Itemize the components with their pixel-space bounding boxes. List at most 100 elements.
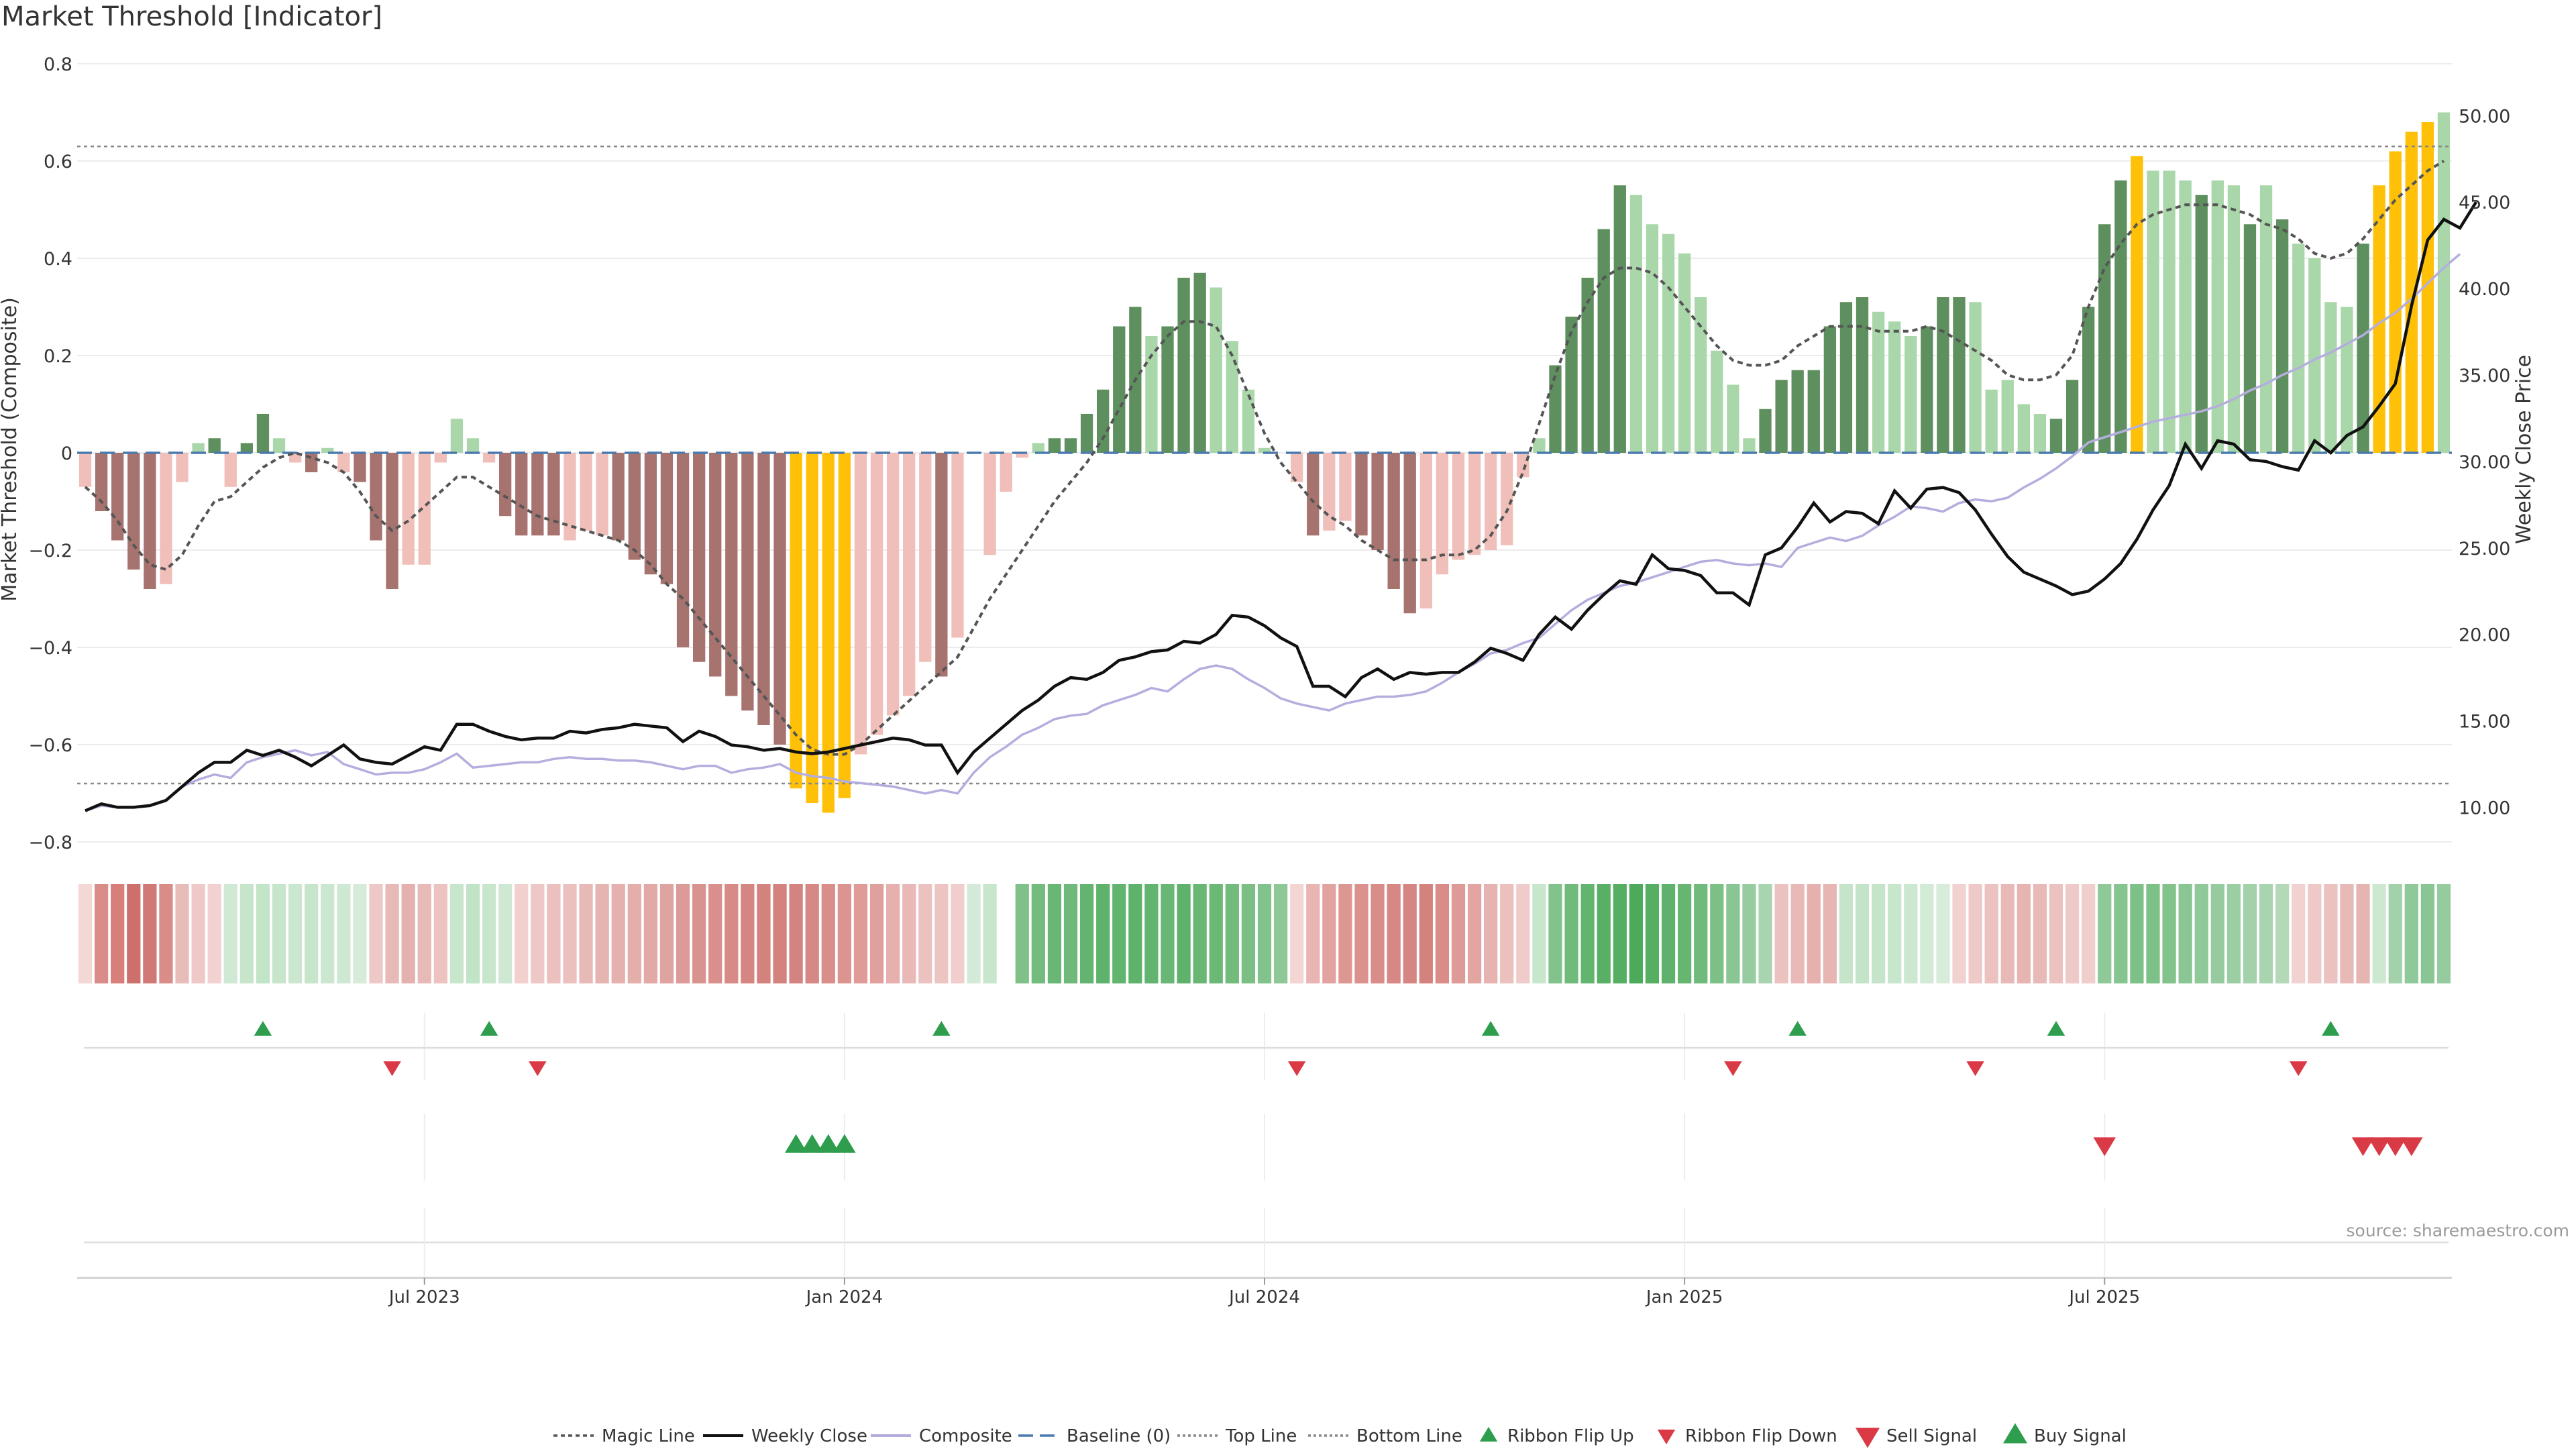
ribbon-cell (1823, 884, 1837, 983)
x-tick-label: Jan 2025 (1645, 1287, 1723, 1307)
bar (628, 453, 641, 560)
bar (1856, 297, 1869, 453)
y-tick-label: −0.2 (28, 541, 72, 561)
ribbon-flip-up-marker (1481, 1020, 1500, 1036)
bar (418, 453, 431, 565)
ribbon-cell (853, 884, 868, 983)
ribbon-cell (659, 884, 674, 983)
ribbon-cell (2324, 884, 2338, 983)
bar (2341, 307, 2353, 453)
legend-swatch (1657, 1430, 1676, 1445)
ribbon-cell (1419, 884, 1433, 983)
y2-axis-label: Weekly Close Price (2512, 355, 2536, 544)
legend-label: Composite (919, 1426, 1012, 1446)
ribbon-cell (627, 884, 641, 983)
ribbon-cell (223, 884, 237, 983)
buy-signal-marker (784, 1134, 808, 1153)
ribbon-cell (2082, 884, 2096, 983)
bar (1613, 185, 1626, 453)
bar (822, 453, 835, 813)
bar (725, 453, 738, 696)
bar (1000, 453, 1012, 492)
ribbon-cell (1758, 884, 1772, 983)
ribbon-cell (1387, 884, 1401, 983)
bar (1064, 438, 1077, 453)
ribbon-cell (482, 884, 496, 983)
bar (2163, 170, 2176, 453)
ribbon-cell (934, 884, 949, 983)
ribbon-cell (1079, 884, 1094, 983)
ribbon-cell (1790, 884, 1805, 983)
ribbon-cell (2146, 884, 2160, 983)
ribbon-cell (1354, 884, 1368, 983)
ribbon-flip-down-marker (1966, 1061, 1984, 1077)
y2-tick-label: 10.00 (2459, 798, 2510, 818)
ribbon-flip-up-marker (932, 1020, 951, 1036)
ribbon-cell (2162, 884, 2176, 983)
ribbon-cell (1984, 884, 1998, 983)
bar (466, 438, 480, 453)
legend-label: Top Line (1225, 1426, 1297, 1446)
ribbon-cell (2033, 884, 2047, 983)
ribbon-cell (337, 884, 351, 983)
x-tick-label: Jul 2025 (2068, 1287, 2140, 1307)
ribbon-cell (143, 884, 157, 983)
y-axis-label: Market Threshold (Composite) (0, 297, 21, 602)
ribbon-cell (78, 884, 93, 983)
bar (2389, 151, 2402, 453)
bar (402, 453, 415, 565)
ribbon-cell (951, 884, 965, 983)
ribbon-cell (1613, 884, 1627, 983)
ribbon-cell (2226, 884, 2241, 983)
ribbon-cell (967, 884, 981, 983)
y-tick-label: −0.6 (28, 735, 72, 756)
ribbon-cell (531, 884, 545, 983)
bar (515, 453, 528, 536)
bar (1969, 302, 1982, 453)
bar (2437, 112, 2451, 453)
ribbon-cell (111, 884, 125, 983)
bar (838, 453, 851, 798)
buy-signal-marker (816, 1134, 840, 1153)
bar (1080, 414, 1093, 453)
ribbon-cell (643, 884, 658, 983)
ribbon-flip-down-marker (529, 1061, 547, 1077)
ribbon-cell (1209, 884, 1223, 983)
ribbon-flip-up-marker (254, 1020, 272, 1036)
bar (1581, 278, 1594, 453)
y-tick-label: 0 (61, 443, 72, 464)
bar (1501, 453, 1513, 545)
ribbon-cell (708, 884, 722, 983)
ribbon-cell (2194, 884, 2208, 983)
ribbon-cell (595, 884, 609, 983)
legend-label: Weekly Close (751, 1426, 867, 1446)
bar (2049, 419, 2063, 453)
bar (1678, 253, 1691, 453)
ribbon-cell (1031, 884, 1045, 983)
ribbon-cell (1241, 884, 1256, 983)
ribbon-cell (1322, 884, 1336, 983)
bar (1791, 370, 1804, 453)
sell-signal-marker (2383, 1137, 2407, 1157)
ribbon-cell (1855, 884, 1870, 983)
source-note: source: sharemaestro.com (2346, 1221, 2570, 1240)
y2-tick-label: 35.00 (2459, 366, 2510, 386)
ribbon-cell (2372, 884, 2386, 983)
ribbon-cell (288, 884, 303, 983)
bar (1775, 380, 1788, 453)
bar (1711, 350, 1723, 453)
ribbon-cell (1435, 884, 1450, 983)
ribbon-cell (353, 884, 367, 983)
bar (709, 453, 722, 677)
ribbon-cell (1290, 884, 1304, 983)
ribbon-cell (821, 884, 835, 983)
ribbon-cell (256, 884, 270, 983)
bar (1937, 297, 1949, 453)
y-tick-label: −0.8 (28, 833, 72, 853)
bar (208, 438, 221, 453)
bar (1145, 336, 1158, 453)
ribbon-cell (1096, 884, 1110, 983)
y2-tick-label: 50.00 (2459, 106, 2510, 127)
ribbon-cell (1371, 884, 1385, 983)
bar (78, 453, 92, 487)
